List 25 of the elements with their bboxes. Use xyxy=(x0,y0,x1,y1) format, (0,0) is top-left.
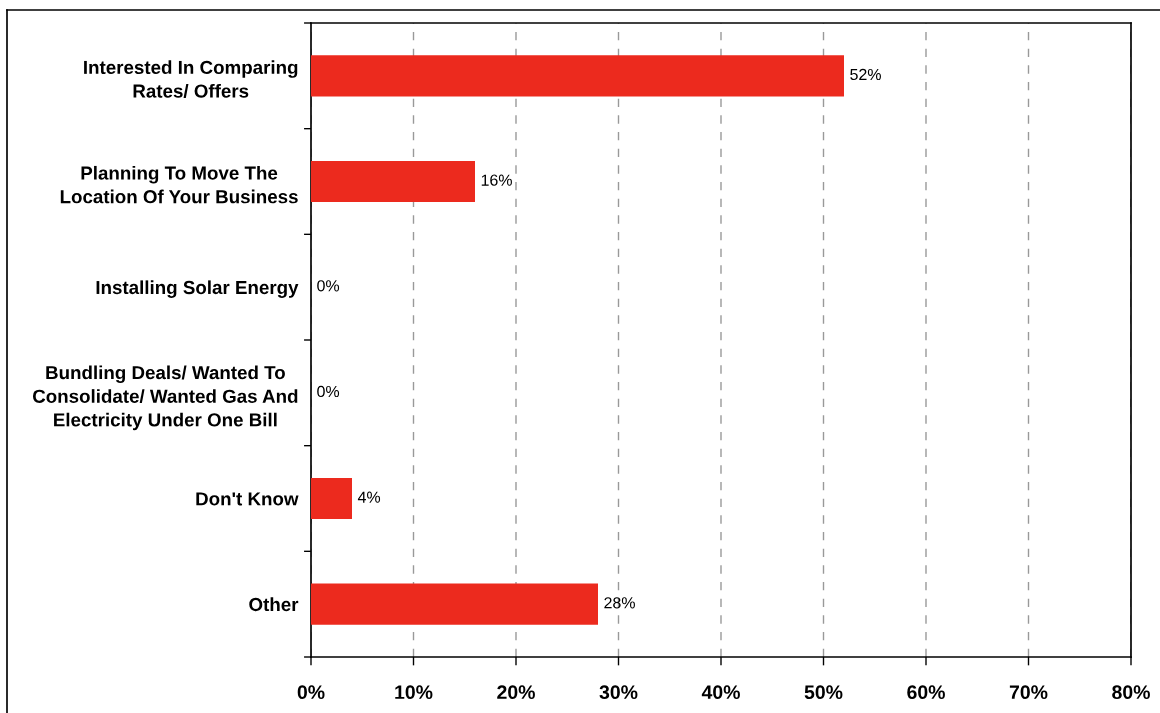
y-tick-label: Don't Know xyxy=(196,492,299,506)
y-tick-label: Bundling Deals/ Wanted To Consolidate/ Wanted Gas And Electricity Under One Bill xyxy=(32,365,298,431)
bar xyxy=(311,55,844,97)
x-tick-label: 0% xyxy=(297,685,325,700)
x-tick-label: 80% xyxy=(1112,685,1150,700)
bar xyxy=(311,160,475,203)
x-tick-label: 20% xyxy=(497,685,535,700)
x-tick-label: 30% xyxy=(599,685,638,700)
bar xyxy=(311,477,352,520)
y-tick-label: Other xyxy=(249,597,299,612)
y-tick-label: Planning To Move The Location Of Your Business xyxy=(60,165,298,204)
x-tick-label: 60% xyxy=(907,685,945,700)
x-tick-label: 10% xyxy=(395,685,433,700)
data-label: 52% xyxy=(850,68,881,81)
x-tick-label: 40% xyxy=(701,685,740,700)
data-label: 0% xyxy=(317,280,340,292)
x-tick-label: 70% xyxy=(1009,685,1048,700)
x-tick-label: 50% xyxy=(804,685,843,700)
data-label: 28% xyxy=(604,597,635,609)
bar xyxy=(311,583,598,625)
y-tick-label: Installing Solar Energy xyxy=(96,280,299,298)
data-label: 0% xyxy=(317,385,340,398)
data-label: 4% xyxy=(357,491,381,503)
y-tick-label: Interested In Comparing Rates/ Offers xyxy=(84,60,298,98)
data-label: 16% xyxy=(481,174,512,186)
